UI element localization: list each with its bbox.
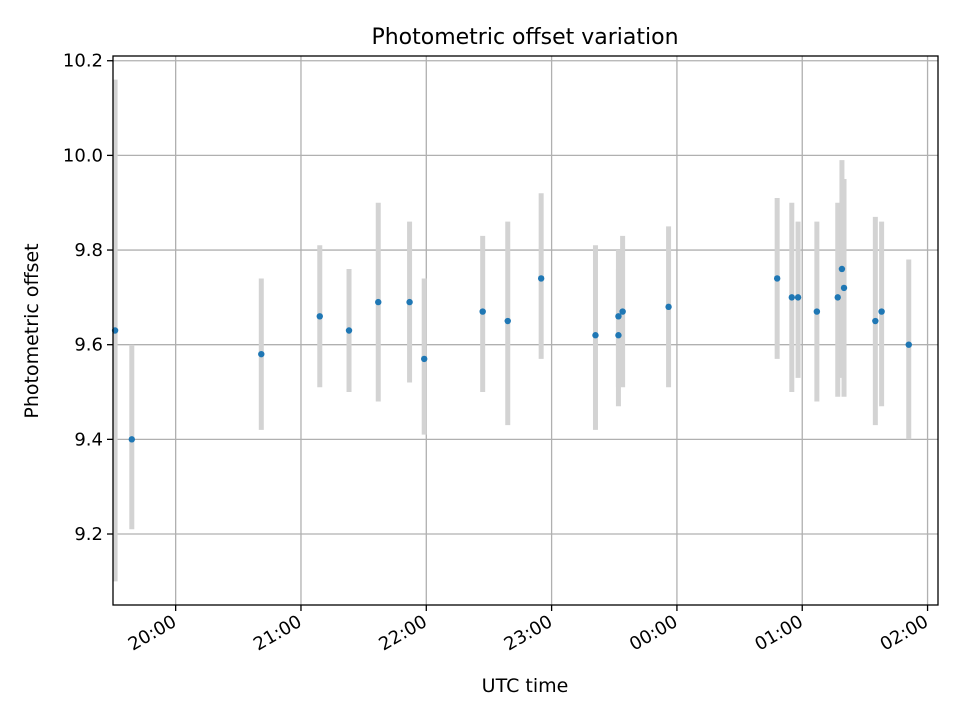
x-tick-label: 21:00 xyxy=(250,611,305,655)
x-tick-label: 02:00 xyxy=(877,611,932,655)
data-point xyxy=(345,327,353,334)
data-point xyxy=(375,298,382,306)
data-point xyxy=(615,332,622,339)
x-tick-label: 23:00 xyxy=(501,611,556,655)
y-tick-label: 9.8 xyxy=(74,240,103,261)
data-point xyxy=(421,355,428,363)
data-point xyxy=(479,308,486,315)
data-point xyxy=(619,308,626,315)
data-point xyxy=(592,332,599,339)
data-point xyxy=(665,303,672,311)
data-point xyxy=(794,294,802,301)
data-point xyxy=(504,317,511,325)
chart-title: Photometric offset variation xyxy=(371,25,678,50)
data-points-layer xyxy=(111,265,912,443)
data-point xyxy=(878,308,885,315)
data-point xyxy=(537,275,545,282)
y-tick-label: 9.6 xyxy=(74,335,103,356)
data-point xyxy=(813,308,821,315)
data-point xyxy=(834,294,841,301)
x-tick-label: 00:00 xyxy=(626,611,681,655)
y-tick-label: 10.2 xyxy=(63,51,103,72)
x-axis-label: UTC time xyxy=(482,675,569,697)
plot-frame xyxy=(112,55,939,606)
data-point xyxy=(406,298,413,306)
y-tick-label: 9.4 xyxy=(74,429,103,450)
data-point xyxy=(838,265,846,273)
x-tick-label: 01:00 xyxy=(751,611,806,655)
data-point xyxy=(905,341,912,348)
y-tick-label: 10.0 xyxy=(63,145,103,166)
y-tick-label: 9.2 xyxy=(74,524,103,545)
data-point xyxy=(773,275,781,282)
data-point xyxy=(128,436,135,443)
x-tick-label: 22:00 xyxy=(375,611,430,655)
data-point xyxy=(615,313,622,320)
grid-layer xyxy=(113,56,938,605)
data-point xyxy=(840,284,848,292)
y-axis-label: Photometric offset xyxy=(21,243,43,418)
x-tick-label: 20:00 xyxy=(125,611,180,655)
data-point xyxy=(316,313,323,320)
data-point xyxy=(872,317,879,325)
data-point xyxy=(788,294,795,301)
data-point xyxy=(258,350,265,358)
